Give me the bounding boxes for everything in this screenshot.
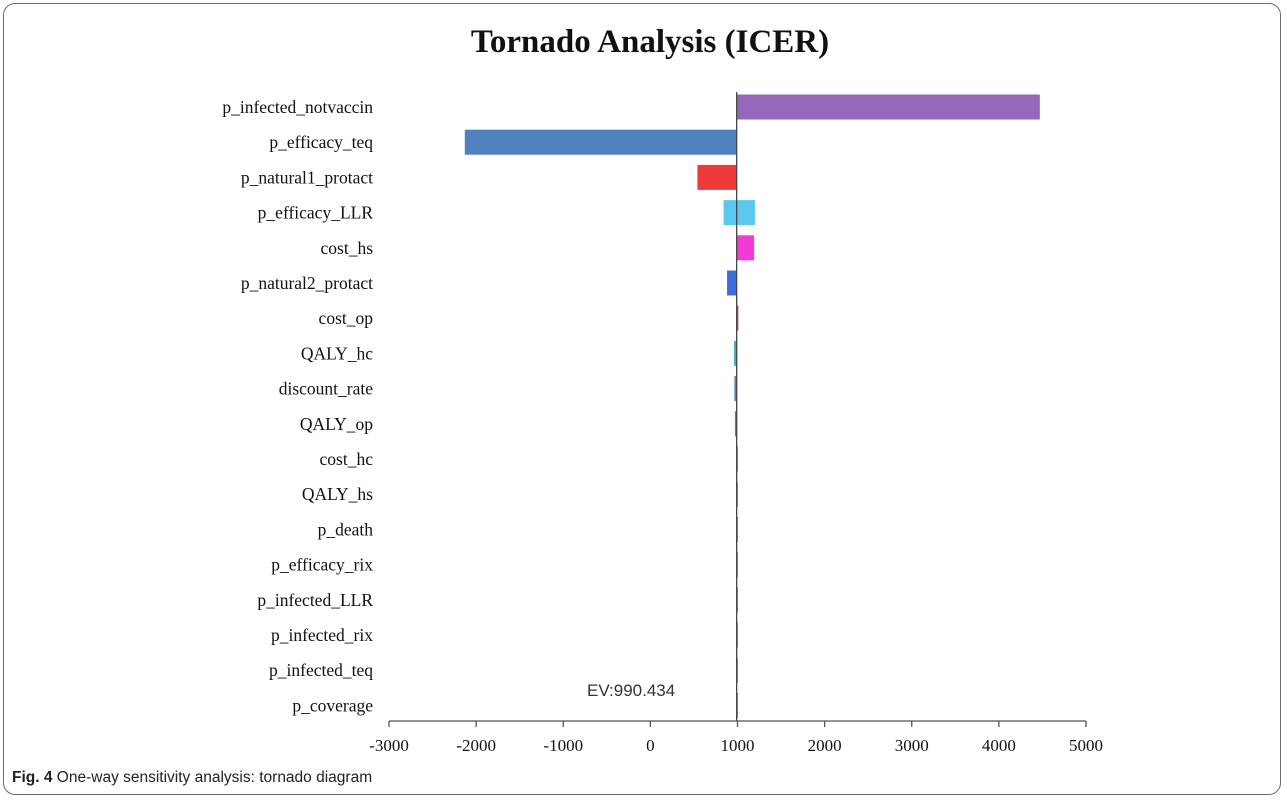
x-tick-label: 0 [646,736,655,755]
tornado-bar [723,200,755,226]
parameter-label: p_efficacy_LLR [258,203,374,223]
caption-text: One-way sensitivity analysis: tornado di… [56,769,373,786]
parameter-label: discount_rate [279,379,374,399]
parameter-label: cost_hs [321,238,374,258]
tornado-bar [734,411,737,437]
parameter-label: QALY_op [300,414,373,434]
tornado-bar [736,305,739,331]
tornado-bar [464,129,737,155]
parameter-label: QALY_hc [301,343,373,363]
tornado-bar [736,235,755,261]
x-tick-label: 1000 [721,736,755,755]
parameter-label: cost_op [319,308,374,328]
x-tick-label: -1000 [543,736,583,755]
caption-label: Fig. 4 [12,769,53,786]
parameter-label: p_infected_LLR [257,590,373,610]
parameter-label: p_infected_rix [271,625,373,645]
tornado-bar [734,340,737,366]
parameter-label: QALY_hs [302,484,373,504]
parameter-label: p_infected_notvaccin [222,97,373,117]
tornado-bar [727,270,737,296]
parameter-label: p_efficacy_teq [269,132,373,152]
tornado-bar [734,376,737,402]
x-tick-label: 4000 [982,736,1016,755]
x-tick-label: -2000 [456,736,496,755]
parameter-label: p_natural2_protact [241,273,373,293]
chart-title: Tornado Analysis (ICER) [471,24,829,60]
tornado-bar [736,94,1040,120]
ev-label: EV:990.434 [587,681,675,700]
x-tick-label: -3000 [369,736,409,755]
figure-caption: Fig. 4 One-way sensitivity analysis: tor… [12,769,372,787]
parameter-label: p_natural1_protact [241,167,373,187]
tornado-chart: Tornado Analysis (ICER) p_infected_notva… [222,24,1103,755]
parameter-label: p_infected_teq [269,660,373,680]
x-tick-label: 5000 [1069,736,1103,755]
parameter-label: p_efficacy_rix [271,555,373,575]
tornado-bar [697,164,737,190]
x-tick-label: 2000 [808,736,842,755]
parameter-label: p_coverage [292,695,373,715]
x-tick-label: 3000 [895,736,929,755]
parameter-label: p_death [318,519,374,539]
parameter-label: cost_hc [320,449,374,469]
